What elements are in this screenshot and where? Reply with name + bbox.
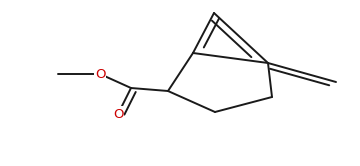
Text: O: O [95, 68, 105, 81]
Text: O: O [113, 108, 123, 121]
